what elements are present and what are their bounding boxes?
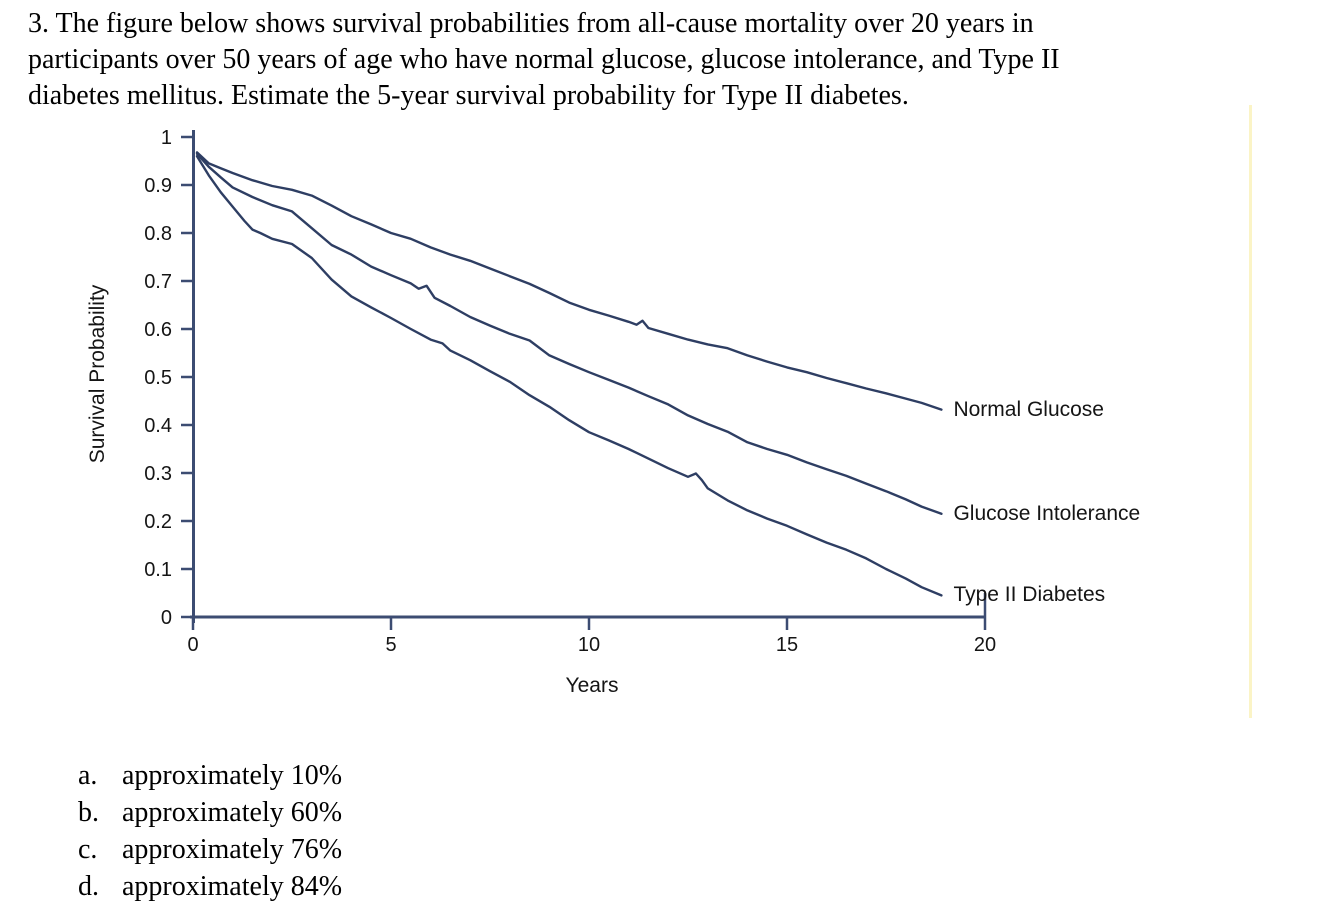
y-tick-label: 0 xyxy=(161,607,172,629)
question-text-line: participants over 50 years of age who ha… xyxy=(28,44,1060,75)
x-tick-label: 15 xyxy=(776,634,798,656)
y-tick-label: 0.4 xyxy=(144,415,172,437)
x-tick-label: 0 xyxy=(187,634,198,656)
option-text: approximately 60% xyxy=(122,797,343,828)
option-text: approximately 84% xyxy=(122,871,343,902)
answer-option-c: c. approximately 76% xyxy=(78,831,342,868)
series-label-glucose-intolerance: Glucose Intolerance xyxy=(953,501,1141,525)
x-tick-label: 20 xyxy=(974,634,996,656)
question-text-line: 3. The figure below shows survival proba… xyxy=(28,8,1034,39)
survival-curve-normal-glucose xyxy=(195,151,943,411)
x-tick-label: 10 xyxy=(578,634,600,656)
survival-curve-glucose-intolerance xyxy=(195,152,943,515)
question-text: 3. The figure below shows survival proba… xyxy=(28,6,1060,114)
y-tick-label: 0.7 xyxy=(144,271,172,293)
y-tick-label: 0.1 xyxy=(144,559,172,581)
answer-option-b: b. approximately 60% xyxy=(78,794,342,831)
y-tick-label: 1 xyxy=(161,127,172,149)
series-label-normal-glucose: Normal Glucose xyxy=(953,397,1104,421)
y-axis-title: Survival Probability xyxy=(86,284,109,464)
survival-curve-type-ii-diabetes xyxy=(195,154,943,597)
option-letter: a. xyxy=(78,760,98,791)
x-axis-title: Years xyxy=(565,674,619,697)
option-letter: b. xyxy=(78,797,99,828)
y-tick-label: 0.2 xyxy=(144,511,172,533)
y-tick-label: 0.3 xyxy=(144,463,172,485)
option-letter: d. xyxy=(78,871,99,902)
y-tick-label: 0.6 xyxy=(144,319,172,341)
x-tick-label: 5 xyxy=(385,634,396,656)
answer-option-a: a. approximately 10% xyxy=(78,757,342,794)
y-tick-label: 0.8 xyxy=(144,223,172,245)
answer-options: a. approximately 10% b. approximately 60… xyxy=(78,757,342,905)
question-text-line: diabetes mellitus. Estimate the 5-year s… xyxy=(28,80,909,111)
highlight-strip xyxy=(1249,105,1252,718)
y-tick-label: 0.5 xyxy=(144,367,172,389)
y-tick-label: 0.9 xyxy=(144,175,172,197)
option-letter: c. xyxy=(78,834,98,865)
answer-option-d: d. approximately 84% xyxy=(78,868,342,905)
series-label-type-ii-diabetes: Type II Diabetes xyxy=(953,583,1106,607)
option-text: approximately 76% xyxy=(122,834,343,865)
option-text: approximately 10% xyxy=(122,760,343,791)
